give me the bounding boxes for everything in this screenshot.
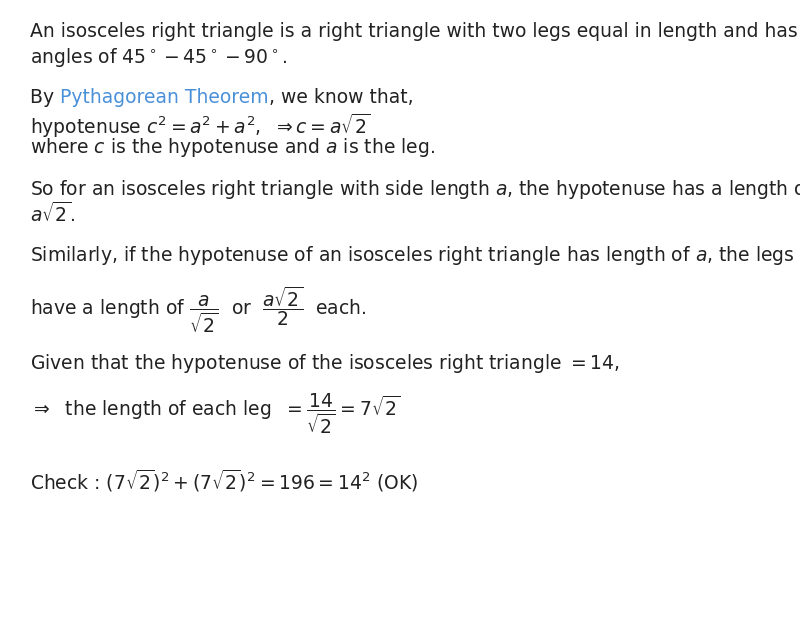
Text: hypotenuse $c^2 = a^2 + a^2$,  $\Rightarrow c = a\sqrt{2}$: hypotenuse $c^2 = a^2 + a^2$, $\Rightarr…	[30, 112, 370, 140]
Text: angles of $45^\circ - 45^\circ - 90^\circ$.: angles of $45^\circ - 45^\circ - 90^\cir…	[30, 46, 287, 69]
Text: Check : $\left(7\sqrt{2}\right)^2 + \left(7\sqrt{2}\right)^2 = 196 = 14^2$ (OK): Check : $\left(7\sqrt{2}\right)^2 + \lef…	[30, 468, 418, 494]
Text: An isosceles right triangle is a right triangle with two legs equal in length an: An isosceles right triangle is a right t…	[30, 22, 798, 41]
Text: $\Rightarrow$  the length of each leg  $= \dfrac{14}{\sqrt{2}} = 7\sqrt{2}$: $\Rightarrow$ the length of each leg $= …	[30, 392, 401, 436]
Text: $a\sqrt{2}$.: $a\sqrt{2}$.	[30, 202, 75, 226]
Text: By: By	[30, 88, 60, 107]
Text: where $c$ is the hypotenuse and $a$ is the leg.: where $c$ is the hypotenuse and $a$ is t…	[30, 136, 435, 159]
Text: Pythagorean Theorem: Pythagorean Theorem	[60, 88, 269, 107]
Text: , we know that,: , we know that,	[269, 88, 414, 107]
Text: Similarly, if the hypotenuse of an isosceles right triangle has length of $a$, t: Similarly, if the hypotenuse of an isosc…	[30, 244, 794, 267]
Text: So for an isosceles right triangle with side length $a$, the hypotenuse has a le: So for an isosceles right triangle with …	[30, 178, 800, 201]
Text: Given that the hypotenuse of the isosceles right triangle $= 14$,: Given that the hypotenuse of the isoscel…	[30, 352, 620, 375]
Text: have a length of $\dfrac{a}{\sqrt{2}}$  or  $\dfrac{a\sqrt{2}}{2}$  each.: have a length of $\dfrac{a}{\sqrt{2}}$ o…	[30, 285, 366, 335]
